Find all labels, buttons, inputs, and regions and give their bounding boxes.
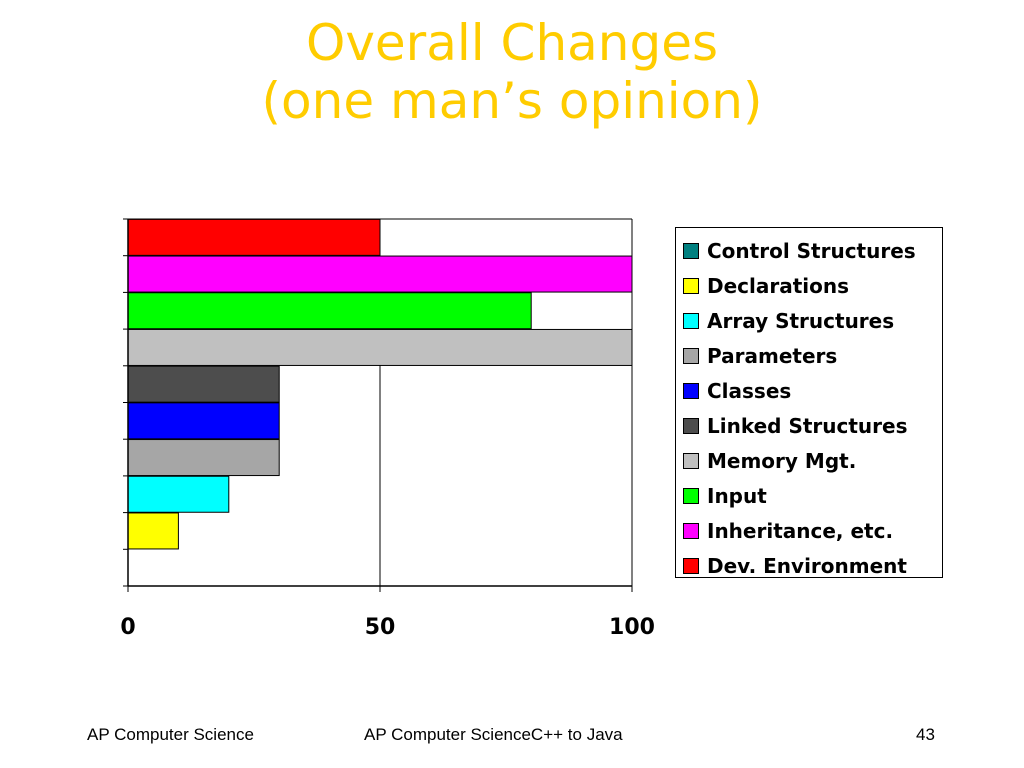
- bar-input: [127, 292, 532, 330]
- bar-classes: [127, 402, 280, 440]
- legend-item: Memory Mgt.: [676, 443, 942, 478]
- legend-label: Classes: [707, 378, 792, 403]
- footer-center: AP Computer ScienceC++ to Java: [364, 725, 623, 744]
- bar-linked-structures: [127, 365, 280, 403]
- x-tick-label: 100: [609, 615, 655, 640]
- bar-dev-environment: [127, 218, 381, 256]
- legend-swatch: [683, 417, 699, 434]
- legend-item: Inheritance, etc.: [676, 513, 942, 548]
- x-tick-label: 50: [365, 615, 396, 640]
- x-tick-label: 0: [120, 615, 135, 640]
- page-number: 43: [916, 725, 935, 744]
- legend-label: Memory Mgt.: [707, 448, 857, 473]
- bar-parameters: [127, 439, 280, 477]
- legend-swatch: [683, 277, 699, 294]
- chart-legend: Control Structures Declarations Array Stru…: [675, 227, 943, 578]
- legend-item: Dev. Environment: [676, 548, 942, 583]
- legend-swatch: [683, 242, 699, 259]
- title-line-2: (one man’s opinion): [261, 72, 763, 130]
- bar-inheritance-etc: [127, 255, 633, 293]
- title-line-1: Overall Changes: [305, 14, 719, 72]
- legend-swatch: [683, 312, 699, 329]
- legend-swatch: [683, 487, 699, 504]
- legend-label: Parameters: [707, 343, 838, 368]
- legend-label: Control Structures: [707, 238, 916, 263]
- legend-item: Declarations: [676, 268, 942, 303]
- legend-swatch: [683, 452, 699, 469]
- legend-item: Array Structures: [676, 303, 942, 338]
- legend-label: Declarations: [707, 273, 850, 298]
- legend-swatch: [683, 382, 699, 399]
- legend-swatch: [683, 557, 699, 574]
- legend-item: Input: [676, 478, 942, 513]
- slide-title: Overall Changes (one man’s opinion): [0, 14, 1024, 130]
- legend-swatch: [683, 347, 699, 364]
- bar-array-structures: [127, 475, 230, 513]
- legend-label: Inheritance, etc.: [707, 518, 894, 543]
- legend-item: Parameters: [676, 338, 942, 373]
- legend-label: Linked Structures: [707, 413, 908, 438]
- legend-swatch: [683, 522, 699, 539]
- legend-label: Array Structures: [707, 308, 895, 333]
- footer-left: AP Computer Science: [87, 725, 254, 744]
- legend-item: Control Structures: [676, 233, 942, 268]
- bar-memory-mgt: [127, 328, 633, 366]
- legend-item: Classes: [676, 373, 942, 408]
- legend-label: Input: [707, 483, 767, 508]
- legend-item: Linked Structures: [676, 408, 942, 443]
- bar-declarations: [127, 512, 179, 550]
- legend-label: Dev. Environment: [707, 553, 907, 578]
